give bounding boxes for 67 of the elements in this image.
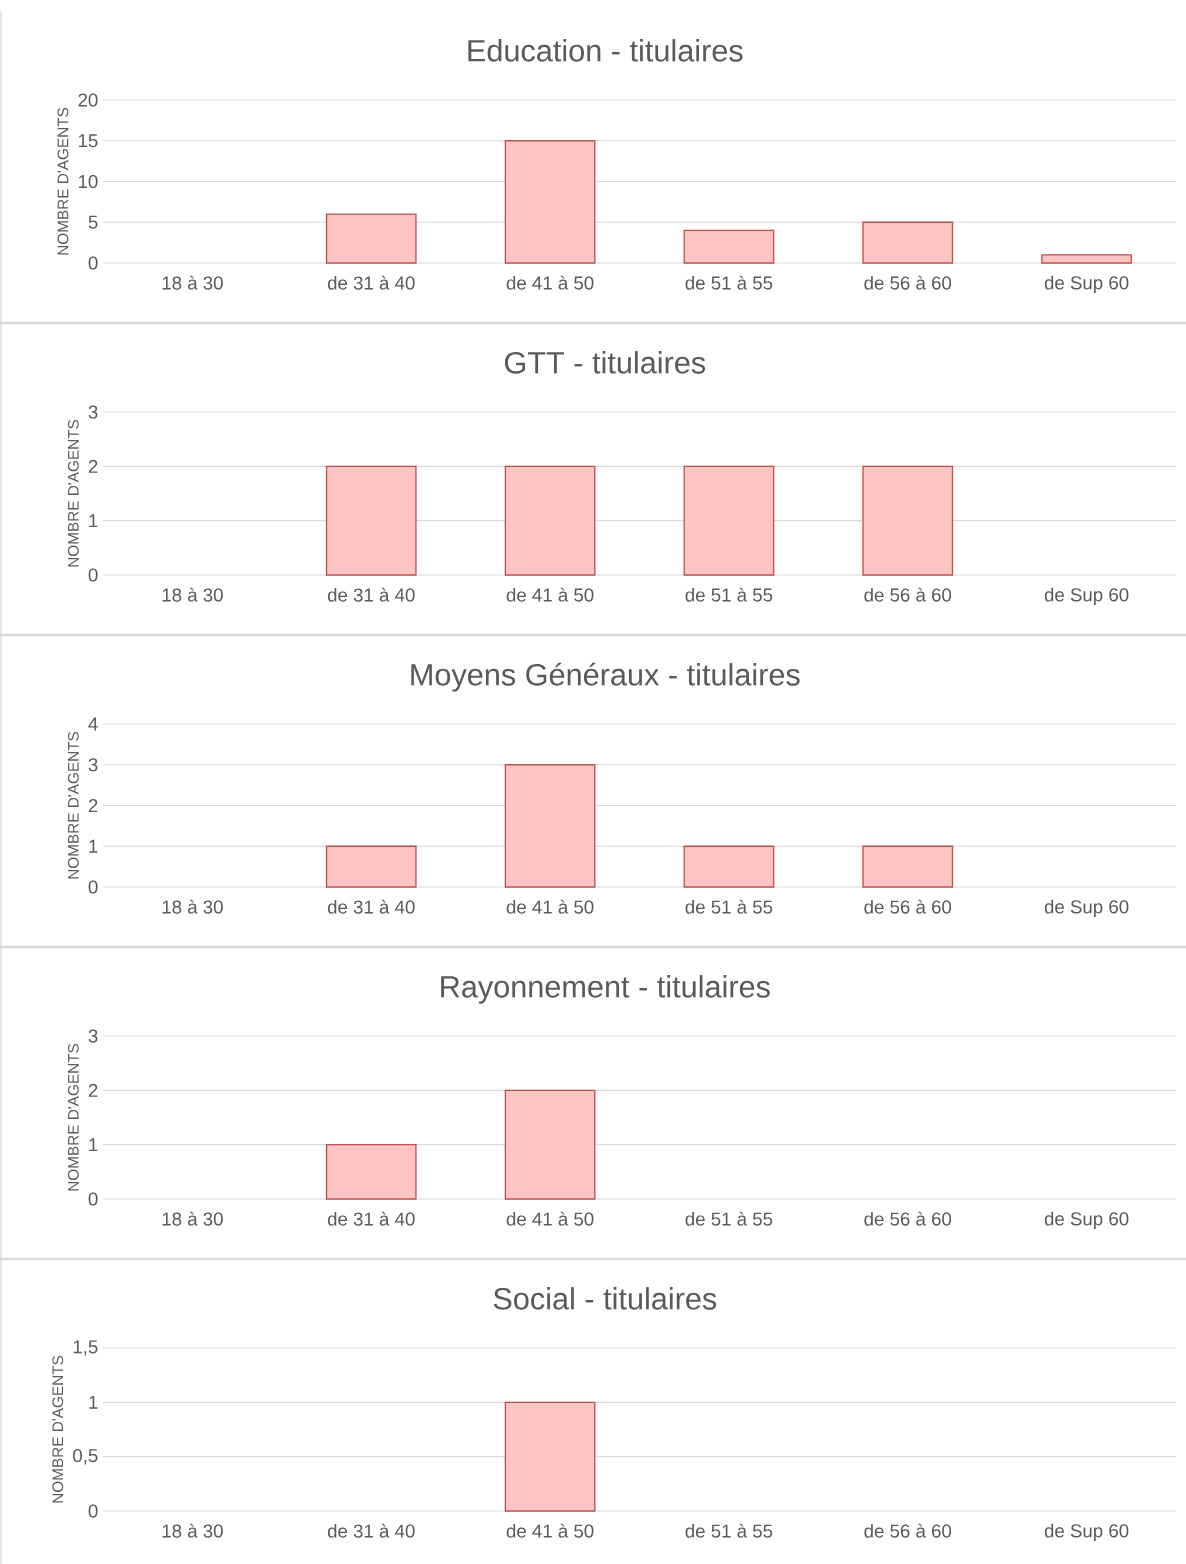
bar [504,140,596,264]
x-tick-label: de 51 à 55 [685,899,773,914]
x-tick-label: de 31 à 40 [327,1211,415,1226]
bar [683,229,775,264]
x-tick-label: de 41 à 50 [506,587,594,602]
x-tick-label: de 51 à 55 [685,1211,773,1226]
x-tick-label: de 56 à 60 [864,1523,952,1538]
y-axis-title: NOMBRE D'AGENTS [52,1355,64,1503]
bar [325,213,417,264]
y-tick-label: 0 [88,1504,98,1518]
y-tick-label: 1 [89,514,98,528]
x-tick-label: de 31 à 40 [327,899,415,914]
y-tick-label: 1 [89,1138,98,1152]
x-tick-label: de 41 à 50 [506,275,594,290]
x-tick-label: de 56 à 60 [864,1211,952,1226]
y-tick-label: 2 [88,1083,98,1097]
y-tick-label: 0 [88,256,98,270]
y-tick-label: 3 [88,758,98,772]
chart-title: Rayonnement - titulaires [441,975,770,1004]
x-tick-label: 18 à 30 [162,899,223,914]
x-tick-label: de 51 à 55 [685,587,773,602]
x-tick-label: de 31 à 40 [327,1523,415,1538]
y-tick-label: 3 [88,1029,98,1043]
y-tick-label: 20 [78,93,98,107]
y-tick-label: 10 [78,174,98,189]
y-tick-label: 0,5 [73,1448,98,1465]
x-tick-label: de 51 à 55 [685,1523,773,1538]
y-tick-label: 4 [88,717,98,731]
y-tick-label: 0 [88,1192,98,1206]
x-tick-label: de 31 à 40 [327,275,415,290]
x-tick-label: de Sup 60 [1044,1523,1129,1542]
bar [862,221,954,264]
chart-title: Education - titulaires [468,39,743,62]
x-tick-label: de 51 à 55 [685,275,773,290]
x-tick-label: de 31 à 40 [327,587,415,602]
y-tick-label: 1 [89,1395,98,1409]
x-tick-label: de 56 à 60 [864,275,952,290]
y-axis-title: NOMBRE D'AGENTS [67,1043,79,1191]
x-tick-label: 18 à 30 [162,1211,223,1226]
x-tick-label: de Sup 60 [1044,1211,1129,1230]
bar [1041,254,1132,264]
y-tick-label: 1,5 [73,1340,98,1356]
y-axis-title: NOMBRE D'AGENTS [67,419,79,567]
x-tick-label: de 56 à 60 [864,899,952,914]
y-tick-label: 15 [78,134,98,148]
y-axis-title: NOMBRE D'AGENTS [67,731,79,879]
y-tick-label: 2 [88,459,98,473]
x-tick-label: de 41 à 50 [506,1211,594,1226]
y-tick-label: 1 [89,839,98,853]
x-tick-label: 18 à 30 [162,1523,223,1538]
chart-title: Moyens Généraux - titulaires [411,662,800,692]
x-tick-label: de Sup 60 [1044,899,1129,918]
x-tick-label: de Sup 60 [1044,587,1129,606]
x-tick-label: de 41 à 50 [506,1523,594,1538]
x-tick-label: de 56 à 60 [864,587,952,602]
y-tick-label: 0 [88,568,98,582]
x-tick-label: 18 à 30 [162,275,223,290]
y-tick-label: 2 [88,798,98,813]
y-axis-title: NOMBRE D'AGENTS [57,107,69,255]
x-tick-label: 18 à 30 [162,587,223,602]
chart-title: GTT - titulaires [505,351,706,374]
x-tick-label: de Sup 60 [1044,275,1129,294]
chart-title: Social - titulaires [493,1287,717,1310]
y-tick-label: 5 [88,215,98,229]
x-tick-label: de 41 à 50 [506,899,594,914]
y-tick-label: 3 [88,405,98,419]
y-tick-label: 0 [88,880,98,894]
